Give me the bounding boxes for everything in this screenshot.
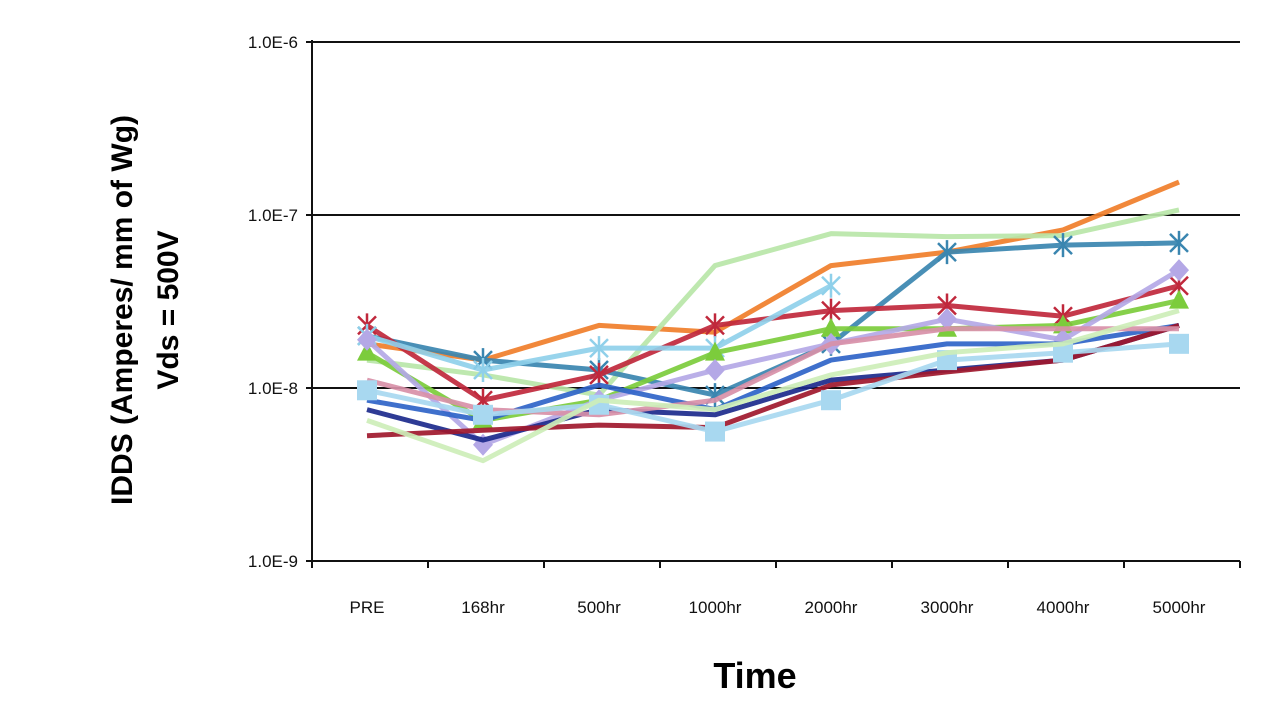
y-tick-label: 1.0E-7 (248, 206, 298, 225)
data-point-triangle (357, 341, 377, 361)
x-tick-label: 5000hr (1153, 598, 1206, 617)
series-line-s11 (366, 326, 1179, 418)
data-point-asterisk (1053, 233, 1073, 258)
data-point-triangle (821, 317, 841, 337)
x-tick-label: 3000hr (921, 598, 974, 617)
data-point-asterisk (937, 240, 957, 265)
x-tick-label: 4000hr (1037, 598, 1090, 617)
y-tick-label: 1.0E-6 (248, 33, 298, 52)
x-tick-label: 168hr (461, 598, 505, 617)
data-point-diamond (357, 328, 377, 351)
series-line-s13 (366, 308, 1180, 464)
data-point-asterisk (589, 336, 609, 361)
data-point-square (705, 421, 725, 442)
x-tick-label: 1000hr (689, 598, 742, 617)
data-point-diamond (705, 359, 725, 382)
data-point-square (357, 380, 377, 401)
series-line-s10 (366, 323, 1180, 439)
x-axis-label: Time (713, 655, 796, 696)
data-point-triangle (1169, 289, 1189, 309)
x-tick-label: 500hr (577, 598, 621, 617)
x-tick-label: PRE (350, 598, 385, 617)
y-tick-label: 1.0E-8 (248, 379, 298, 398)
data-point-square (821, 390, 841, 411)
data-point-asterisk (821, 273, 841, 298)
data-point-asterisk (705, 313, 725, 338)
data-point-square (1053, 342, 1073, 363)
data-point-square (473, 404, 493, 425)
series-line-s12 (366, 341, 1180, 435)
data-point-triangle (705, 341, 725, 361)
x-tick-label: 2000hr (805, 598, 858, 617)
series-line-s2 (366, 207, 1180, 398)
data-point-diamond (1169, 259, 1189, 282)
data-point-square (1169, 333, 1189, 354)
data-point-diamond (937, 308, 957, 331)
y-axis-sublabel: Vds = 500V (152, 230, 185, 389)
data-point-asterisk (473, 358, 493, 383)
y-tick-label: 1.0E-9 (248, 552, 298, 571)
y-axis-label: IDDS (Amperes/ mm of Wg) (106, 115, 139, 505)
data-point-asterisk (1169, 230, 1189, 255)
